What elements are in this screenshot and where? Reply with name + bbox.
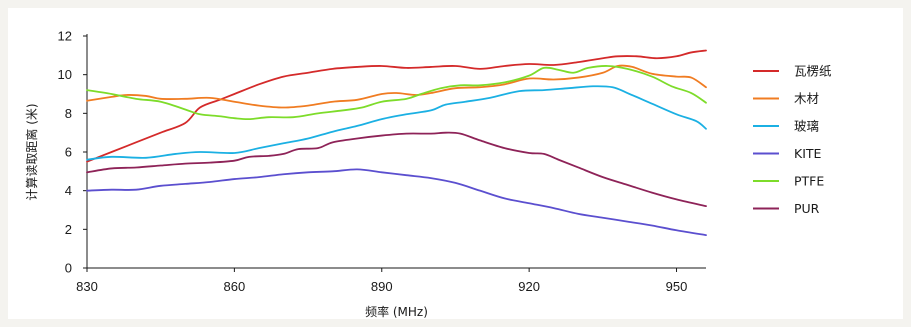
x-tick-label: 920 [518,279,540,294]
y-tick-label: 4 [65,183,72,198]
line-chart: 830 860 890 920 950 0 2 4 6 8 10 12 频率 (MHz) 计算读取距… [24,29,832,320]
x-ticks: 830 860 890 920 950 [76,268,687,294]
axes [86,34,706,269]
y-tick-label: 10 [58,67,72,82]
x-axis-title: 频率 (MHz) [365,304,428,319]
x-tick-label: 860 [224,279,246,294]
legend-label: PUR [794,201,820,216]
series-line [86,64,707,109]
y-tick-label: 0 [65,261,72,276]
x-tick-label: 950 [666,279,688,294]
legend-label: PTFE [794,174,824,189]
series-line [86,131,707,208]
y-tick-label: 2 [65,222,72,237]
series-line [86,85,707,161]
x-tick-label: 890 [371,279,393,294]
y-tick-label: 12 [58,29,72,44]
series-line [86,168,707,237]
y-tick-label: 8 [65,106,72,121]
y-ticks: 0 2 4 6 8 10 12 [58,29,87,276]
legend-item: KITE [753,146,822,161]
legend-label: 瓦楞纸 [794,64,832,79]
series-line [86,49,707,163]
legend-item: 瓦楞纸 [753,64,832,79]
series-lines [86,49,707,237]
x-tick-label: 830 [76,279,98,294]
series-line [86,65,707,121]
y-tick-label: 6 [65,145,72,160]
legend-item: 玻璃 [753,119,819,134]
legend-label: KITE [794,146,822,161]
legend-item: PTFE [753,174,824,189]
chart-panel: 830 860 890 920 950 0 2 4 6 8 10 12 频率 (MHz) 计算读取距… [8,8,903,319]
legend-label: 木材 [794,91,819,106]
legend-item: PUR [753,201,820,216]
y-axis-title: 计算读取距离 (米) [24,103,39,200]
legend-label: 玻璃 [794,119,819,134]
legend-item: 木材 [753,91,819,106]
